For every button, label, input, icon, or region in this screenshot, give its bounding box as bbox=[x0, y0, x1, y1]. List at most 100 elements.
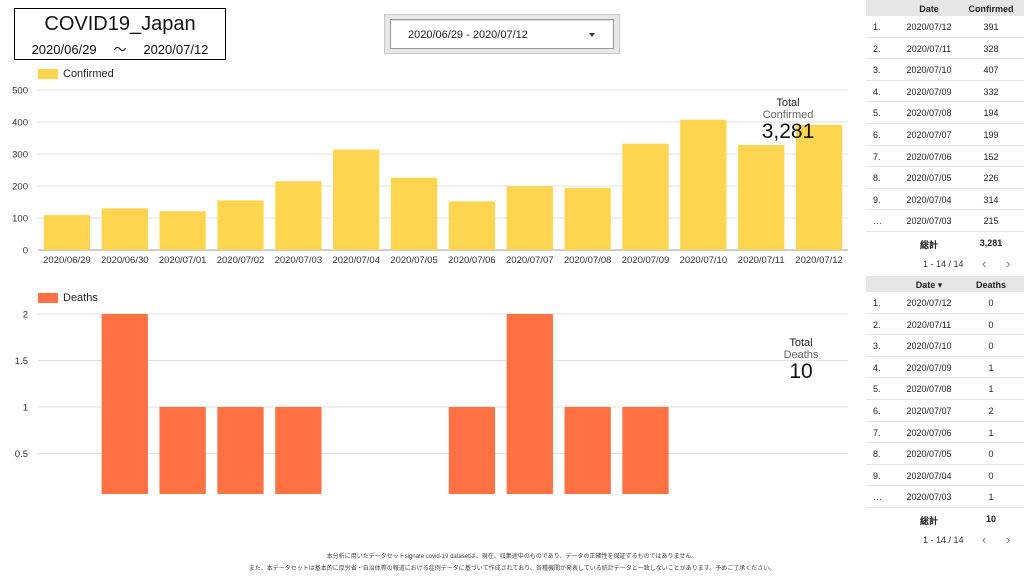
bar[interactable] bbox=[390, 177, 438, 250]
row-index: 2. bbox=[873, 319, 881, 330]
row-date: 2020/07/10 bbox=[906, 341, 952, 352]
row-value: 328 bbox=[983, 43, 999, 54]
table-row[interactable]: 5. 2020/07/08 194 bbox=[866, 102, 1024, 124]
row-index: 3. bbox=[873, 65, 881, 76]
dropdown-arrow-icon[interactable] bbox=[589, 33, 595, 37]
table-row[interactable]: 2. 2020/07/11 0 bbox=[866, 314, 1024, 336]
previous-page-icon[interactable]: ‹ bbox=[982, 531, 987, 547]
row-value: 1 bbox=[988, 384, 994, 395]
next-page-icon[interactable]: › bbox=[1006, 531, 1011, 547]
table-row[interactable]: … 2020/07/03 215 bbox=[866, 210, 1024, 232]
x-tick-label: 2020/06/29 bbox=[43, 255, 91, 266]
report-title-box: COVID19_Japan 2020/06/29 〜 2020/07/12 bbox=[14, 8, 226, 60]
deaths-scorecard-value: 10 bbox=[789, 360, 813, 383]
row-index: 6. bbox=[873, 405, 881, 416]
row-date: 2020/07/06 bbox=[906, 427, 952, 438]
row-date: 2020/07/07 bbox=[906, 129, 952, 140]
deaths-column-header[interactable]: Deaths bbox=[975, 280, 1006, 290]
table-rows: 1. 2020/07/12 391 2. 2020/07/11 328 3. 2020/07/… bbox=[866, 16, 1024, 232]
bar[interactable] bbox=[738, 145, 785, 250]
bar[interactable] bbox=[333, 149, 380, 250]
deaths-scorecard: Total Deaths 10 bbox=[751, 337, 851, 383]
table-row[interactable]: 3. 2020/07/10 0 bbox=[866, 335, 1024, 357]
table-rows: 1. 2020/07/12 0 2. 2020/07/11 0 3. 2020/07/10 0 4… bbox=[866, 292, 1024, 508]
bar[interactable] bbox=[101, 208, 148, 250]
table-row[interactable]: 8. 2020/07/05 0 bbox=[866, 443, 1024, 465]
date-column-header[interactable]: Date bbox=[919, 4, 939, 14]
table-row[interactable]: … 2020/07/03 1 bbox=[866, 486, 1024, 508]
bar[interactable] bbox=[506, 186, 553, 250]
y-tick-label: 2 bbox=[23, 310, 28, 321]
row-date: 2020/07/07 bbox=[906, 405, 952, 416]
y-tick-label: 300 bbox=[12, 150, 28, 161]
confirmed-column-header[interactable]: Confirmed bbox=[968, 4, 1014, 14]
confirmed-bar-chart[interactable]: 0 100 200 300 400 500 2020/06/29 2020/06/30 2020… bbox=[0, 80, 860, 270]
table-row[interactable]: 1. 2020/07/12 391 bbox=[866, 16, 1024, 38]
bar[interactable] bbox=[564, 407, 611, 494]
bar[interactable] bbox=[448, 201, 496, 250]
confirmed-scorecard-total-label: Total bbox=[776, 97, 800, 109]
table-row[interactable]: 3. 2020/07/10 407 bbox=[866, 59, 1024, 81]
chart-svg: 0 100 200 300 400 500 2020/06/29 2020/06/30 2020… bbox=[12, 86, 848, 266]
row-date: 2020/07/11 bbox=[906, 319, 952, 330]
confirmed-scorecard-value: 3,281 bbox=[761, 120, 815, 143]
date-range-field[interactable]: 2020/06/29 - 2020/07/12 bbox=[390, 19, 614, 49]
bar[interactable] bbox=[795, 124, 843, 250]
bar[interactable] bbox=[43, 215, 91, 250]
row-index: 6. bbox=[873, 129, 881, 140]
table-row[interactable]: 7. 2020/07/06 152 bbox=[866, 146, 1024, 168]
row-value: 215 bbox=[983, 216, 999, 227]
x-tick-label: 2020/07/09 bbox=[622, 255, 670, 266]
deaths-legend-swatch bbox=[38, 293, 58, 303]
x-tick-label: 2020/07/07 bbox=[506, 255, 554, 266]
row-index: 1. bbox=[873, 22, 881, 32]
table-row[interactable]: 6. 2020/07/07 2 bbox=[866, 400, 1024, 422]
table-row[interactable]: 4. 2020/07/09 1 bbox=[866, 357, 1024, 379]
bar[interactable] bbox=[159, 407, 206, 494]
confirmed-legend[interactable]: Confirmed bbox=[38, 68, 114, 80]
bar[interactable] bbox=[564, 187, 611, 250]
row-value: 0 bbox=[988, 470, 994, 481]
row-index: 1. bbox=[873, 298, 881, 308]
table-row[interactable]: 1. 2020/07/12 0 bbox=[866, 292, 1024, 314]
row-index: 4. bbox=[873, 362, 881, 373]
bar[interactable] bbox=[275, 407, 322, 494]
deaths-legend[interactable]: Deaths bbox=[38, 292, 98, 304]
table-row[interactable]: 9. 2020/07/04 0 bbox=[866, 465, 1024, 487]
bar[interactable] bbox=[680, 119, 727, 250]
y-tick-label: 100 bbox=[12, 214, 28, 225]
y-tick-label: 200 bbox=[12, 182, 28, 193]
bar[interactable] bbox=[448, 407, 496, 494]
bar[interactable] bbox=[217, 200, 264, 250]
x-tick-label: 2020/07/10 bbox=[680, 255, 728, 266]
date-column-header-sorted[interactable]: Date ▾ bbox=[915, 280, 943, 290]
footer-note-2: また、本データセットは基本的に厚労省・自治体等の報道における症例データに基づいて… bbox=[248, 566, 776, 572]
row-index: 2. bbox=[873, 43, 881, 54]
deaths-scorecard-metric-label: Deaths bbox=[783, 349, 819, 361]
table-row[interactable]: 2. 2020/07/11 328 bbox=[866, 38, 1024, 60]
table-row[interactable]: 4. 2020/07/09 332 bbox=[866, 81, 1024, 103]
x-tick-label: 2020/07/03 bbox=[275, 255, 323, 266]
table-row[interactable]: 6. 2020/07/07 199 bbox=[866, 124, 1024, 146]
deaths-bar-chart[interactable]: 00.511.522020/06/292020/06/302020/07/012… bbox=[0, 304, 860, 494]
date-range-control[interactable]: 2020/06/29 - 2020/07/12 bbox=[384, 14, 620, 54]
row-index: 4. bbox=[873, 86, 881, 97]
table-row[interactable]: 8. 2020/07/05 226 bbox=[866, 167, 1024, 189]
previous-page-icon[interactable]: ‹ bbox=[982, 255, 987, 271]
row-index: 5. bbox=[873, 384, 881, 395]
bar[interactable] bbox=[101, 314, 148, 494]
row-value: 0 bbox=[988, 319, 994, 330]
table-row[interactable]: 7. 2020/07/06 1 bbox=[866, 422, 1024, 444]
bar[interactable] bbox=[622, 143, 669, 250]
bar[interactable] bbox=[217, 407, 264, 494]
table-row[interactable]: 5. 2020/07/08 1 bbox=[866, 378, 1024, 400]
next-page-icon[interactable]: › bbox=[1006, 255, 1011, 271]
row-value: 0 bbox=[988, 298, 994, 308]
bar[interactable] bbox=[275, 181, 322, 250]
table-header: Date ▾ Deaths bbox=[866, 276, 1024, 292]
bar[interactable] bbox=[506, 314, 553, 494]
bar[interactable] bbox=[622, 407, 669, 494]
table-row[interactable]: 9. 2020/07/04 314 bbox=[866, 189, 1024, 211]
table-pagination: 1 - 14 / 14 ‹ › bbox=[866, 530, 1024, 550]
bar[interactable] bbox=[159, 211, 206, 250]
